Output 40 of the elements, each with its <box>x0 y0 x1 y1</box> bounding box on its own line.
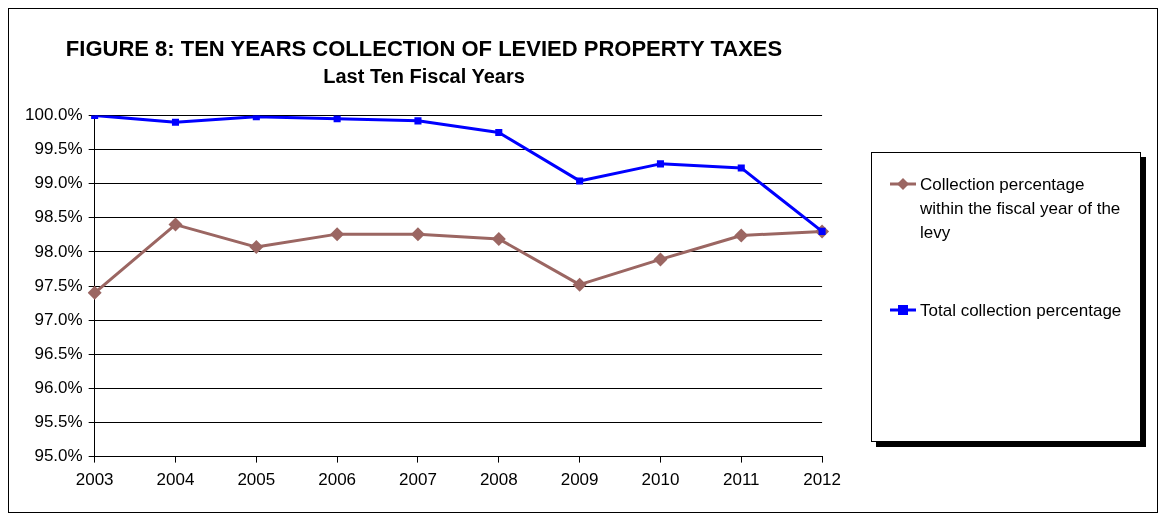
x-tick-label: 2007 <box>399 470 437 490</box>
x-tick-label: 2011 <box>722 470 760 490</box>
point <box>737 164 745 172</box>
legend-label: Collection percentage within the fiscal year of the levy <box>920 174 1122 244</box>
y-tick-label: 96.0% <box>34 378 83 398</box>
chart-title: FIGURE 8: TEN YEARS COLLECTION OF LEVIED PROPERTY TAXES <box>65 36 783 62</box>
point <box>249 240 264 255</box>
point <box>495 128 503 136</box>
point <box>576 177 584 185</box>
legend-label: Total collection percentage <box>920 300 1122 322</box>
point <box>330 227 345 242</box>
y-tick-label: 96.5% <box>34 343 83 363</box>
point <box>656 160 664 168</box>
x-tick-label: 2006 <box>318 470 357 490</box>
x-tick-label: 2003 <box>75 470 114 490</box>
point <box>414 117 422 125</box>
point <box>168 217 183 232</box>
y-tick-label: 98.5% <box>34 207 83 227</box>
y-tick-label: 97.5% <box>34 275 83 295</box>
y-tick-label: 95.0% <box>34 446 83 466</box>
y-tick-label: 99.5% <box>34 139 83 159</box>
y-tick-label: 95.5% <box>34 412 83 432</box>
y-tick-label: 98.0% <box>34 241 83 261</box>
point <box>87 285 102 300</box>
point <box>171 118 180 126</box>
x-tick-label: 2012 <box>803 470 841 490</box>
point <box>572 277 587 292</box>
x-tick-label: 2009 <box>560 470 599 490</box>
y-tick-label: 100.0% <box>24 105 83 125</box>
point <box>653 252 668 267</box>
x-tick-label: 2005 <box>237 470 276 490</box>
chart-subtitle: Last Ten Fiscal Years <box>323 64 525 87</box>
x-tick-label: 2010 <box>641 470 680 490</box>
point <box>410 227 425 242</box>
point <box>734 228 749 243</box>
point <box>491 231 506 246</box>
y-tick-label: 99.0% <box>34 173 83 193</box>
x-tick-label: 2004 <box>156 470 195 490</box>
x-tick-label: 2008 <box>479 470 518 490</box>
y-tick-label: 97.0% <box>34 309 83 329</box>
